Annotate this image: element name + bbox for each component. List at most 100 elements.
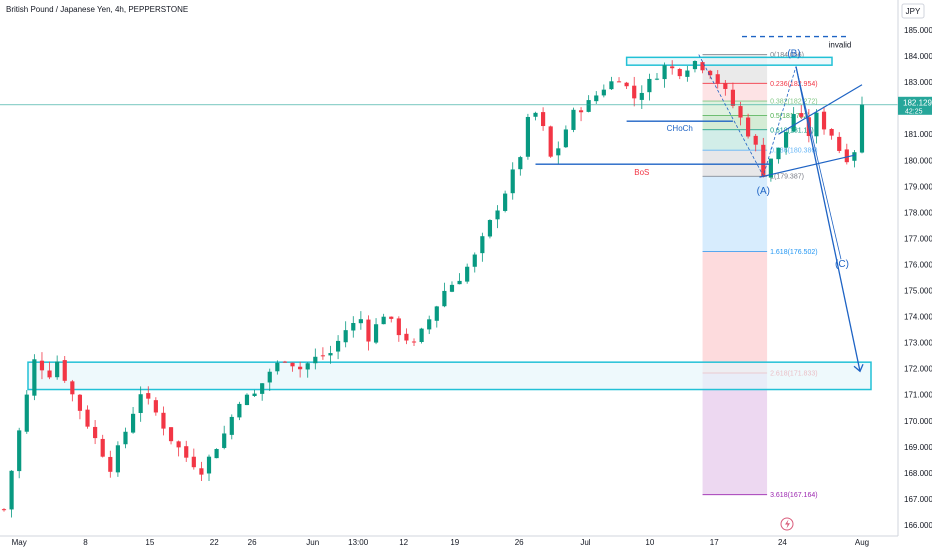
- candle: [206, 454, 212, 482]
- candle-body: [472, 254, 477, 267]
- candle: [336, 335, 341, 360]
- candle-body: [457, 280, 462, 285]
- candle-body: [518, 157, 523, 170]
- candle-body: [495, 210, 500, 220]
- candle-body: [730, 89, 736, 106]
- candle-body: [449, 284, 455, 292]
- candle: [578, 107, 584, 122]
- candle: [814, 109, 819, 144]
- candle: [138, 386, 143, 422]
- candle: [548, 125, 553, 158]
- candle: [427, 315, 432, 335]
- fib-band: [702, 176, 768, 252]
- last-price-value: 182.129: [903, 98, 932, 107]
- candle-body: [153, 400, 158, 413]
- candle-body: [244, 394, 250, 406]
- candle: [541, 107, 546, 131]
- candle: [859, 96, 865, 154]
- candle: [389, 316, 394, 323]
- candle: [487, 219, 493, 239]
- candle-body: [609, 81, 614, 90]
- candle: [396, 316, 401, 342]
- candle: [442, 282, 447, 308]
- candle-body: [670, 66, 675, 69]
- candle: [510, 162, 515, 200]
- candle-body: [571, 109, 576, 130]
- candle-body: [685, 70, 690, 77]
- candle-body: [373, 324, 379, 343]
- candle: [381, 313, 386, 325]
- candle-body: [525, 116, 530, 157]
- candle: [632, 76, 637, 107]
- candle-body: [1, 509, 7, 511]
- candle: [829, 128, 834, 140]
- fib-level-label: 3.618(167.164): [770, 492, 817, 499]
- x-tick-label: 17: [710, 538, 719, 547]
- candle: [609, 76, 614, 91]
- currency-badge-frame[interactable]: [901, 3, 925, 19]
- y-tick-label: 177.000: [904, 234, 932, 243]
- candle-body: [396, 318, 401, 336]
- candle-body: [199, 468, 204, 475]
- candle: [723, 80, 728, 96]
- candle-body: [419, 328, 424, 343]
- candle-body: [17, 430, 22, 472]
- candle-body: [465, 266, 470, 282]
- candle: [115, 441, 120, 477]
- candle-body: [510, 169, 515, 194]
- y-tick-label: 172.000: [904, 365, 932, 374]
- candle: [708, 69, 713, 79]
- fib-level-label: 1(179.387): [770, 174, 804, 181]
- candle: [594, 91, 599, 104]
- fib-level-label: 0(184.056): [770, 52, 804, 59]
- candle-body: [108, 456, 113, 472]
- candle-body: [222, 433, 227, 448]
- candle: [799, 104, 804, 120]
- candle-body: [260, 383, 265, 394]
- candle: [39, 352, 45, 380]
- choch-label: CHoCh: [667, 124, 693, 133]
- candle: [616, 77, 622, 83]
- currency-badge[interactable]: JPY: [906, 7, 921, 16]
- candle-body: [791, 114, 796, 132]
- y-tick-label: 184.000: [904, 52, 932, 61]
- x-tick-label: 12: [399, 538, 408, 547]
- candle: [457, 273, 462, 285]
- y-tick-label: 179.000: [904, 182, 932, 191]
- candle: [70, 379, 75, 402]
- candle-body: [358, 319, 363, 324]
- y-tick-label: 180.000: [904, 156, 932, 165]
- candle-body: [692, 61, 698, 70]
- candle: [373, 318, 379, 345]
- candle: [852, 150, 857, 168]
- candle-body: [814, 112, 819, 137]
- candle-body: [821, 111, 827, 130]
- candle: [9, 470, 14, 518]
- candle-body: [389, 316, 394, 319]
- candle: [700, 60, 705, 74]
- candle: [495, 205, 500, 229]
- candle: [472, 252, 477, 273]
- y-tick-label: 174.000: [904, 313, 932, 322]
- candle-body: [442, 290, 447, 307]
- wave-label: (A): [757, 186, 770, 197]
- y-tick-label: 175.000: [904, 287, 932, 296]
- candle-body: [176, 441, 181, 448]
- candle: [677, 67, 682, 80]
- candle: [176, 440, 181, 457]
- candle: [586, 95, 591, 113]
- bos-label: BoS: [634, 168, 649, 177]
- upper-supply-zone: [625, 56, 833, 66]
- candle: [24, 390, 29, 434]
- x-tick-label: 19: [450, 538, 459, 547]
- replay-icon[interactable]: [780, 517, 794, 531]
- y-tick-label: 171.000: [904, 391, 932, 400]
- candle: [821, 106, 827, 135]
- candle-body: [578, 110, 584, 113]
- candle: [305, 362, 310, 378]
- candle-body: [381, 316, 386, 325]
- candle-body: [548, 126, 553, 157]
- candle: [351, 316, 356, 338]
